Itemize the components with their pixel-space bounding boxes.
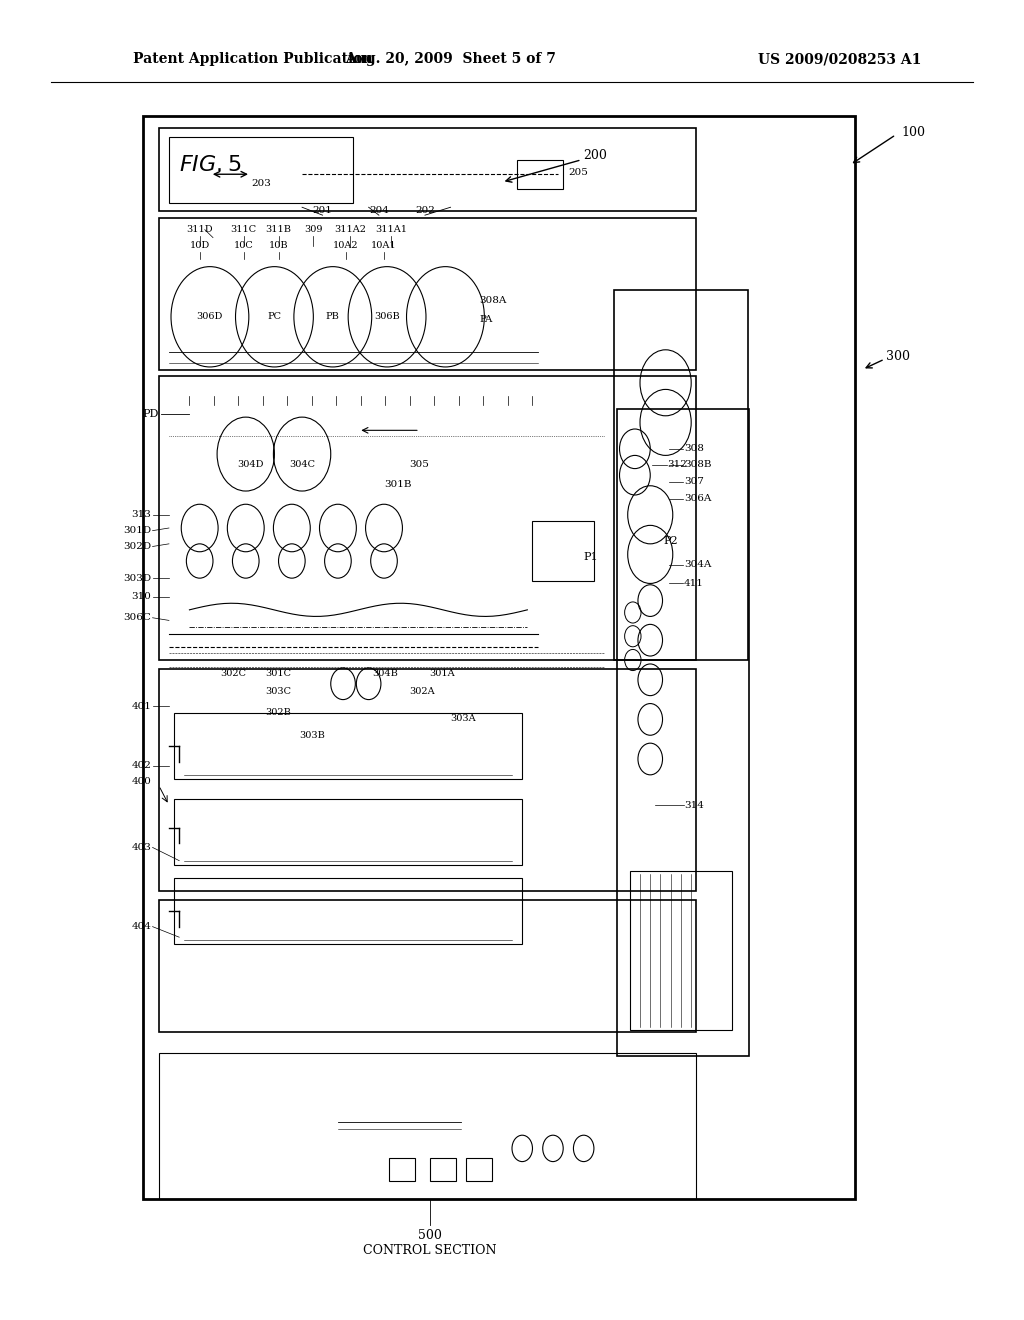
Text: 302A: 302A: [409, 688, 435, 696]
Text: 402: 402: [132, 762, 152, 770]
Text: 311A2: 311A2: [334, 226, 367, 234]
Text: 201: 201: [312, 206, 333, 215]
Text: P1: P1: [584, 552, 598, 562]
Bar: [630, 871, 732, 1030]
Text: 302B: 302B: [265, 709, 292, 717]
Text: 308B: 308B: [684, 461, 712, 469]
Text: 10A2: 10A2: [333, 242, 359, 249]
Text: 303A: 303A: [450, 714, 476, 722]
Text: 311B: 311B: [265, 226, 292, 234]
Text: 10C: 10C: [233, 242, 254, 249]
Text: 10B: 10B: [268, 242, 289, 249]
Text: Aug. 20, 2009  Sheet 5 of 7: Aug. 20, 2009 Sheet 5 of 7: [345, 53, 556, 66]
Text: 404: 404: [132, 923, 152, 931]
Text: PC: PC: [267, 313, 282, 321]
Text: 310: 310: [132, 593, 152, 601]
Text: 309: 309: [304, 226, 323, 234]
Text: 200: 200: [584, 149, 607, 162]
Text: 311C: 311C: [230, 226, 257, 234]
Text: US 2009/0208253 A1: US 2009/0208253 A1: [758, 53, 922, 66]
Text: 202: 202: [415, 206, 435, 215]
Bar: [532, 521, 594, 581]
Text: 203: 203: [251, 180, 270, 187]
Text: 100: 100: [901, 125, 925, 139]
Text: 411: 411: [684, 579, 703, 587]
Text: 10A1: 10A1: [371, 242, 397, 249]
Text: 204: 204: [369, 206, 389, 215]
Text: 314: 314: [684, 801, 703, 809]
Text: 311D: 311D: [186, 226, 213, 234]
Text: 306C: 306C: [124, 614, 152, 622]
Text: 304A: 304A: [684, 561, 712, 569]
Text: 308: 308: [684, 445, 703, 453]
Text: 305: 305: [410, 461, 429, 469]
Text: 500: 500: [418, 1229, 442, 1242]
Text: 306A: 306A: [684, 495, 712, 503]
Bar: [174, 713, 522, 779]
Text: 303B: 303B: [299, 731, 326, 739]
Text: 301A: 301A: [429, 669, 456, 677]
Text: 10D: 10D: [189, 242, 210, 249]
Text: Patent Application Publication: Patent Application Publication: [133, 53, 373, 66]
Bar: [174, 878, 522, 944]
Text: 307: 307: [684, 478, 703, 486]
Text: P2: P2: [664, 536, 678, 546]
Text: 300: 300: [886, 350, 909, 363]
Bar: [174, 799, 522, 865]
Text: 301C: 301C: [265, 669, 292, 677]
Text: 304D: 304D: [238, 461, 264, 469]
Text: 304B: 304B: [372, 669, 398, 677]
Text: 308A: 308A: [479, 297, 507, 305]
Text: 302C: 302C: [220, 669, 247, 677]
Text: 306B: 306B: [374, 313, 400, 321]
Text: 205: 205: [568, 169, 588, 177]
Text: 313: 313: [132, 511, 152, 519]
Text: 400: 400: [132, 777, 152, 785]
Text: PA: PA: [479, 315, 493, 323]
Text: $\it{FIG. 5}$: $\it{FIG. 5}$: [179, 154, 242, 176]
Text: 303C: 303C: [265, 688, 292, 696]
Text: 312: 312: [668, 461, 687, 469]
Text: 401: 401: [132, 702, 152, 710]
Bar: [466, 1158, 492, 1181]
Bar: [389, 1158, 415, 1181]
Text: 311A1: 311A1: [375, 226, 408, 234]
Text: CONTROL SECTION: CONTROL SECTION: [364, 1243, 497, 1257]
Text: 306D: 306D: [197, 313, 223, 321]
Text: 301D: 301D: [124, 527, 152, 535]
Text: 403: 403: [132, 843, 152, 851]
Text: PB: PB: [326, 313, 340, 321]
Text: 302D: 302D: [124, 543, 152, 550]
Text: PD: PD: [142, 409, 159, 420]
Bar: [430, 1158, 456, 1181]
Text: 303D: 303D: [124, 574, 152, 582]
Text: 301B: 301B: [384, 480, 412, 488]
Text: 304C: 304C: [289, 461, 315, 469]
